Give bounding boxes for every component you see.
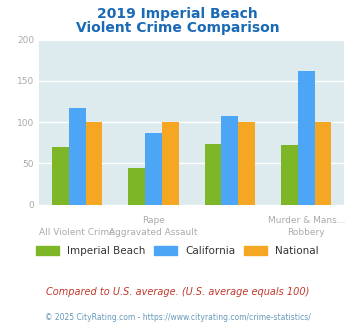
Bar	[281, 145, 298, 205]
Bar	[69, 108, 86, 205]
Legend: Imperial Beach, California, National: Imperial Beach, California, National	[32, 242, 323, 260]
Text: 2019 Imperial Beach: 2019 Imperial Beach	[97, 7, 258, 20]
Bar	[205, 144, 222, 205]
Text: © 2025 CityRating.com - https://www.cityrating.com/crime-statistics/: © 2025 CityRating.com - https://www.city…	[45, 314, 310, 322]
Bar	[238, 122, 255, 205]
Bar	[129, 168, 145, 205]
Text: Violent Crime Comparison: Violent Crime Comparison	[76, 21, 279, 35]
Bar	[222, 115, 238, 205]
Bar	[52, 147, 69, 205]
Text: Murder & Mans...: Murder & Mans...	[268, 216, 345, 225]
Text: All Violent Crime: All Violent Crime	[39, 228, 115, 237]
Text: Aggravated Assault: Aggravated Assault	[109, 228, 198, 237]
Bar	[145, 133, 162, 205]
Text: Rape: Rape	[142, 216, 165, 225]
Bar	[86, 122, 102, 205]
Bar	[315, 122, 331, 205]
Bar	[298, 71, 315, 205]
Bar	[162, 122, 179, 205]
Text: Robbery: Robbery	[288, 228, 325, 237]
Text: Compared to U.S. average. (U.S. average equals 100): Compared to U.S. average. (U.S. average …	[46, 287, 309, 297]
